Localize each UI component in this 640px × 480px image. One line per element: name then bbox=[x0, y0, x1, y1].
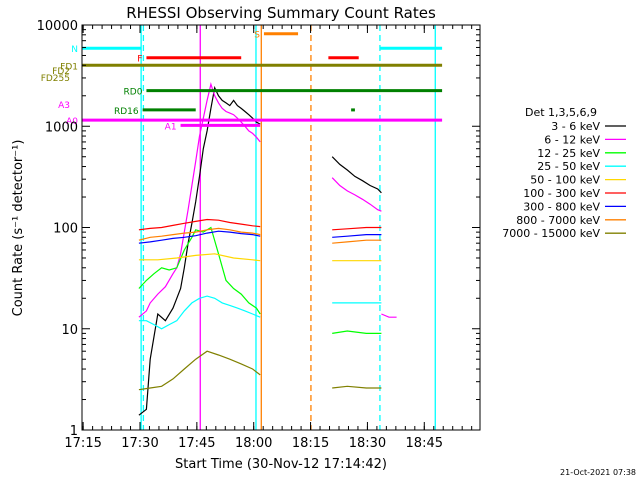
series-5 bbox=[138, 253, 382, 262]
state-bar-n: N bbox=[71, 45, 443, 55]
y-tick-label-2: 10 bbox=[61, 323, 78, 338]
series-8-line-seg2 bbox=[332, 239, 382, 244]
series-1 bbox=[138, 85, 382, 416]
footer-timestamp: 21-Oct-2021 07:38 bbox=[560, 468, 636, 477]
state-bar-label-fd255: FD255 bbox=[41, 74, 70, 84]
legend-label-5: 50 - 100 keV bbox=[530, 174, 600, 187]
series-9 bbox=[138, 350, 382, 391]
y-tick-label-3: 100 bbox=[53, 222, 78, 237]
series-6 bbox=[138, 218, 382, 231]
legend-label-1: 3 - 6 keV bbox=[551, 120, 600, 133]
state-bar-label-fd2: FD2 bbox=[52, 67, 70, 77]
series-group bbox=[138, 81, 397, 416]
state-bar-label-a1: A1 bbox=[165, 122, 177, 132]
state-bar-a3: A3 bbox=[58, 101, 70, 111]
series-1-line-seg1 bbox=[138, 85, 261, 416]
legend-label-2: 6 - 12 keV bbox=[544, 133, 600, 146]
series-6-line-seg1 bbox=[138, 218, 261, 231]
legend-label-7: 300 - 800 keV bbox=[523, 200, 600, 213]
series-7-line-seg2 bbox=[332, 234, 382, 238]
legend-label-8: 800 - 7000 keV bbox=[516, 214, 600, 227]
x-tick-label-5: 18:15 bbox=[292, 436, 329, 451]
y-axis-label: Count Rate (s⁻¹ detector⁻¹) bbox=[11, 140, 26, 317]
series-4-line-seg1 bbox=[138, 295, 261, 330]
legend-title: Det 1,3,5,6,9 bbox=[525, 106, 597, 119]
legend-label-4: 25 - 50 keV bbox=[537, 160, 600, 173]
series-9-line-seg1 bbox=[138, 350, 261, 391]
x-tick-label-2: 17:30 bbox=[121, 436, 158, 451]
x-tick-label-1: 17:15 bbox=[64, 436, 101, 451]
series-9-line-seg2 bbox=[332, 385, 382, 389]
x-tick-label-4: 18:00 bbox=[235, 436, 272, 451]
series-2-line-seg1 bbox=[138, 81, 261, 318]
legend-label-3: 12 - 25 keV bbox=[537, 147, 600, 160]
series-8-line-seg1 bbox=[138, 227, 261, 241]
series-7-line-seg1 bbox=[138, 230, 261, 244]
state-bar-a0: A0 bbox=[66, 117, 443, 127]
y-tick-label-5: 10000 bbox=[37, 19, 78, 34]
series-4 bbox=[138, 295, 382, 330]
state-bar-a1: A1 bbox=[165, 122, 261, 132]
state-bar-f: F bbox=[137, 55, 359, 65]
series-2 bbox=[138, 81, 397, 318]
state-bar-label-a0: A0 bbox=[66, 117, 78, 127]
series-5-line-seg1 bbox=[138, 253, 261, 262]
y-tick-label-4: 1000 bbox=[45, 120, 78, 135]
series-7 bbox=[138, 230, 382, 244]
series-8 bbox=[138, 227, 382, 244]
state-bar-label-rd0: RD0 bbox=[124, 88, 143, 98]
state-bar-fd1: FD1 bbox=[60, 62, 443, 72]
state-bar-rd0: RD0 bbox=[124, 88, 443, 98]
state-bar-fd255: FD255 bbox=[41, 74, 70, 84]
state-bar-label-fd1: FD1 bbox=[60, 62, 78, 72]
series-2-line-seg2 bbox=[331, 177, 382, 212]
x-axis-label: Start Time (30-Nov-12 17:14:42) bbox=[175, 457, 387, 472]
state-bar-fd2: FD2 bbox=[52, 67, 70, 77]
series-6-line-seg2 bbox=[332, 226, 382, 231]
state-bar-label-n: N bbox=[71, 45, 78, 55]
x-tick-label-3: 17:45 bbox=[178, 436, 215, 451]
state-bar-label-f: F bbox=[137, 55, 142, 65]
state-bar-label-rd16: RD16 bbox=[114, 107, 139, 117]
state-bar-s: S bbox=[254, 31, 299, 41]
series-3-line-seg2 bbox=[332, 330, 382, 334]
axes: 1 10 100 1000 10000 17:15 17:30 17:45 18:00 18:15… bbox=[37, 19, 480, 451]
legend-label-9: 7000 - 15000 keV bbox=[502, 227, 600, 240]
series-1-line-seg2 bbox=[331, 156, 382, 194]
x-tick-label-7: 18:45 bbox=[406, 436, 443, 451]
state-bar-label-s: S bbox=[254, 31, 260, 41]
x-tick-label-6: 18:30 bbox=[349, 436, 386, 451]
state-bar-label-a3: A3 bbox=[58, 101, 70, 111]
legend-label-6: 100 - 300 keV bbox=[523, 187, 600, 200]
chart-title: RHESSI Observing Summary Count Rates bbox=[126, 4, 436, 22]
y-tick-label-1: 1 bbox=[70, 424, 78, 439]
state-bar-rd16: RD16 bbox=[114, 107, 355, 117]
series-2-line-seg3 bbox=[381, 313, 397, 318]
